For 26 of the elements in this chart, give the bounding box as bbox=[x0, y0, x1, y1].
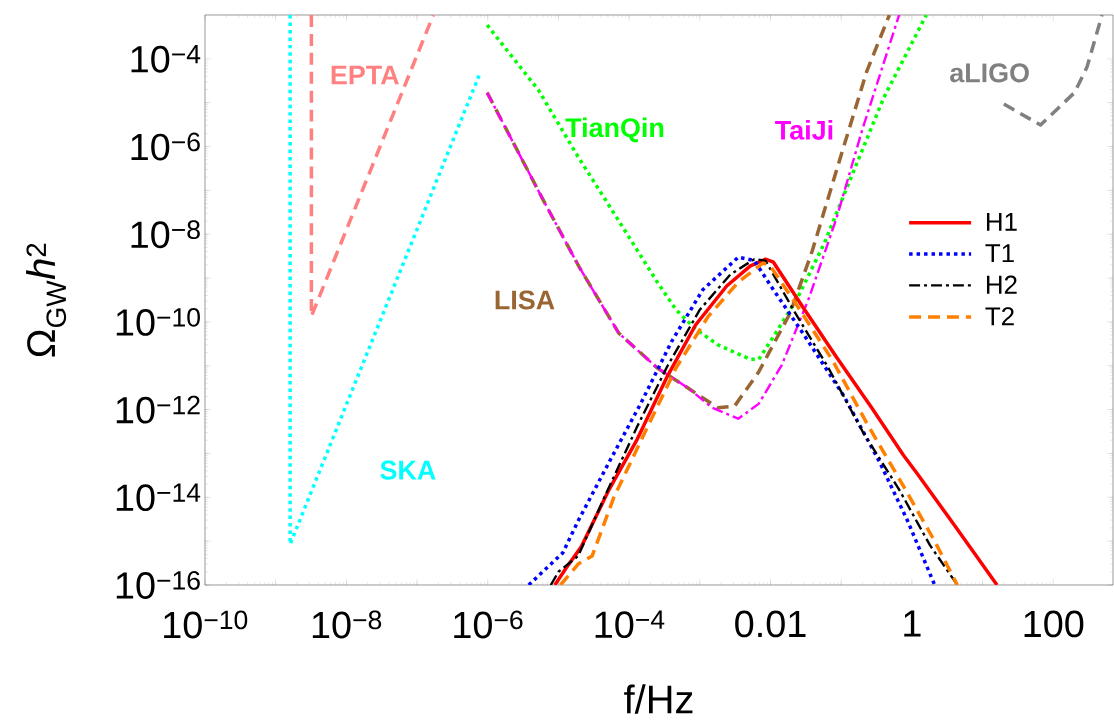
y-tick-label: 10$^{−12}$ bbox=[116, 395, 200, 424]
y-tick-label: 10$^{−6}$ bbox=[131, 132, 200, 161]
x-tick-label: 10$^{−4}$ bbox=[595, 610, 665, 639]
y-tick-label: 10$^{−14}$ bbox=[116, 483, 201, 512]
legend-label: H1 bbox=[986, 212, 1017, 231]
series-label: TaiJi bbox=[775, 119, 833, 140]
series-label: LISA bbox=[495, 290, 555, 310]
y-tick-label: 10$^{−16}$ bbox=[116, 571, 200, 599]
x-axis-title: f/Hz bbox=[624, 684, 693, 714]
x-tick-label: 10$^{−6}$ bbox=[454, 610, 523, 639]
legend-label: H2 bbox=[986, 275, 1017, 294]
x-tick-label: 100 bbox=[1024, 610, 1084, 638]
y-tick-label: 10$^{−10}$ bbox=[116, 307, 200, 336]
series-label: SKA bbox=[380, 460, 436, 480]
x-tick-label: 1 bbox=[904, 610, 921, 637]
series-label: aLIGO bbox=[950, 63, 1029, 83]
series-label: EPTA bbox=[331, 65, 399, 85]
y-axis-title: Ω$_{GW}$h$^{2}$ bbox=[26, 243, 67, 357]
legend-label: T1 bbox=[985, 244, 1014, 263]
legend-label: T2 bbox=[985, 307, 1014, 326]
y-tick-label: 10$^{−8}$ bbox=[131, 220, 200, 249]
series-label: TianQin bbox=[565, 117, 664, 143]
y-tick-label: 10$^{−4}$ bbox=[131, 45, 201, 73]
x-tick-label: 10$^{−8}$ bbox=[312, 610, 382, 639]
x-tick-label: 10$^{−10}$ bbox=[164, 610, 248, 639]
x-tick-label: 0.01 bbox=[735, 610, 806, 638]
